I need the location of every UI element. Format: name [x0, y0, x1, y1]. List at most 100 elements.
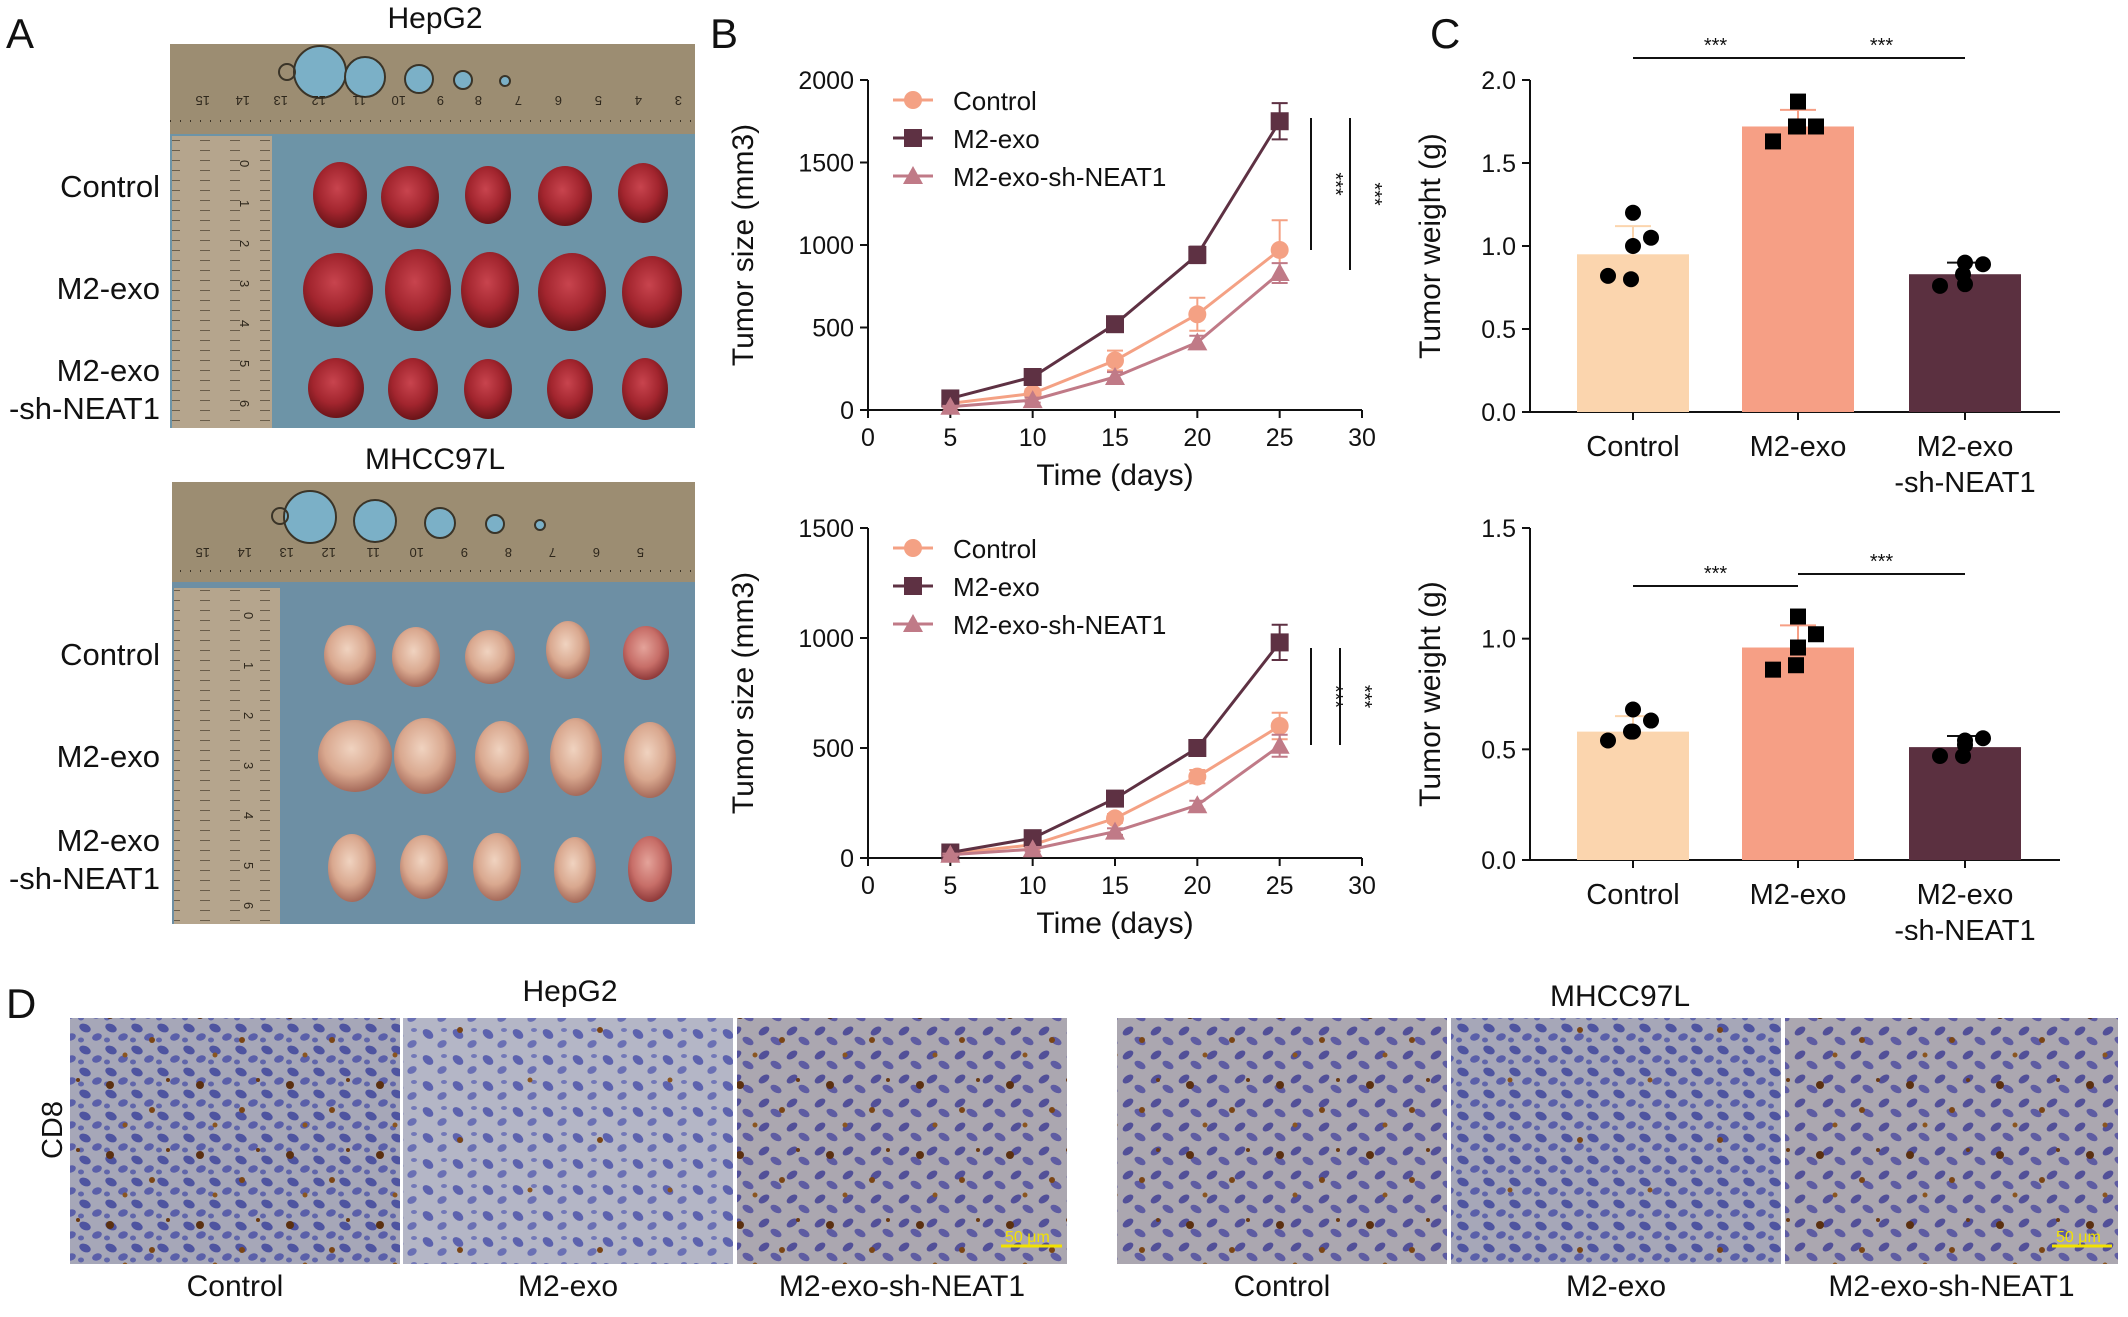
ruler-side-num: 4 [237, 320, 252, 327]
ruler-num: 7 [515, 93, 522, 108]
data-point [1106, 789, 1124, 808]
y-tick-label: 0.5 [1481, 736, 1516, 764]
bar [1909, 747, 2021, 860]
x-axis-label: Time (days) [1036, 459, 1193, 492]
y-tick-label: 1500 [798, 150, 854, 178]
data-point [1270, 112, 1289, 131]
bar [1742, 126, 1854, 412]
x-tick-label: M2-exo [1750, 431, 1847, 463]
ihc-caption: M2-exo-sh-NEAT1 [778, 1270, 1026, 1303]
ruler-num: 6 [555, 93, 562, 108]
y-tick-label: 500 [812, 735, 854, 763]
data-point [1270, 717, 1289, 735]
ruler-num: 8 [505, 545, 512, 560]
ruler-side-num: 3 [237, 280, 252, 287]
y-tick-label: 0 [840, 397, 854, 425]
y-tick-label: 2.0 [1481, 67, 1516, 95]
x-tick-label: 5 [943, 872, 957, 900]
ruler-num: 6 [593, 545, 600, 560]
ihc-images: 50 μm 50 μm [70, 1018, 2118, 1264]
data-point [1625, 701, 1641, 718]
data-point [1790, 93, 1806, 110]
ruler-num: 5 [595, 93, 602, 108]
significance-label: *** [1870, 35, 1894, 57]
data-point [1269, 263, 1290, 282]
data-point [1187, 795, 1208, 814]
y-tick-label: 1000 [798, 625, 854, 653]
x-tick-label: Control [1586, 431, 1680, 463]
data-point [1808, 626, 1824, 643]
ihc-image-hepg2-sh: 50 μm [737, 1018, 1067, 1264]
ihc-image-mhcc-m2exo [1451, 1018, 1781, 1264]
x-tick-label: M2-exo [1917, 431, 2014, 463]
ihc-caption: M2-exo [517, 1270, 619, 1303]
bar [1577, 731, 1689, 860]
data-point [1023, 829, 1042, 848]
legend-label: M2-exo-sh-NEAT1 [953, 162, 1166, 192]
ruler-side-num: 2 [241, 712, 256, 719]
legend-label: M2-exo [953, 124, 1040, 154]
panel-letter-a: A [6, 10, 35, 57]
data-point [1765, 133, 1781, 150]
ruler-num: 8 [475, 93, 482, 108]
y-tick-label: 0.0 [1481, 399, 1516, 427]
data-point [1765, 661, 1781, 678]
legend-label: Control [953, 86, 1037, 116]
x-tick-label: -sh-NEAT1 [1894, 467, 2035, 499]
ruler-side-num: 6 [237, 400, 252, 407]
ruler-side-num: 0 [237, 160, 252, 167]
ihc-caption: Control [186, 1270, 284, 1303]
data-point [1023, 368, 1042, 386]
ruler-num: 13 [274, 93, 288, 108]
panel-letter-c: C [1430, 10, 1461, 57]
x-tick-label: 5 [943, 424, 957, 452]
significance-label: *** [1353, 685, 1375, 709]
ihc-image-hepg2-m2exo [403, 1018, 733, 1264]
x-tick-label: 10 [1019, 424, 1047, 452]
y-tick-label: 1000 [798, 232, 854, 260]
ihc-caption: Control [1233, 1270, 1331, 1303]
row-label-m2exo-top: M2-exo [56, 271, 160, 306]
y-tick-label: 2000 [798, 67, 854, 95]
ruler-num: 3 [675, 93, 682, 108]
ihc-title-mhcc97l: MHCC97L [1549, 980, 1691, 1013]
significance-label: *** [1363, 182, 1385, 206]
photo-title-hepg2: HepG2 [387, 2, 483, 35]
ruler-side-num: 1 [241, 662, 256, 669]
row-label-control-top: Control [60, 169, 160, 204]
ruler-num: 10 [392, 93, 406, 108]
data-point [1643, 229, 1659, 246]
ihc-image-mhcc-control [1117, 1018, 1447, 1264]
legend-marker [903, 614, 923, 632]
data-point [1270, 633, 1289, 652]
ruler-num: 12 [312, 93, 326, 108]
y-axis-label: Tumor weight (g) [1414, 133, 1447, 359]
x-tick-label: 20 [1183, 424, 1211, 452]
data-point [1106, 351, 1124, 370]
significance-label: *** [1324, 685, 1346, 709]
scale-bar-label: 50 μm [2056, 1229, 2101, 1246]
y-tick-label: 0.5 [1481, 316, 1516, 344]
ruler-num: 5 [637, 545, 644, 560]
data-point [1643, 712, 1659, 729]
ruler-num: 7 [549, 545, 556, 560]
x-tick-label: 30 [1348, 424, 1376, 452]
data-point [1270, 240, 1289, 259]
ruler-num: 11 [367, 545, 381, 560]
x-tick-label: -sh-NEAT1 [1894, 915, 2035, 940]
x-tick-label: 15 [1101, 872, 1129, 900]
data-point [1600, 732, 1616, 749]
ruler-num: 10 [410, 545, 424, 560]
row-label-m2exo-bottom: M2-exo [56, 739, 160, 774]
bar [1742, 647, 1854, 860]
ruler-side-num: 4 [241, 812, 256, 819]
data-point [1188, 739, 1207, 757]
x-tick-label: M2-exo [1917, 879, 2014, 911]
y-tick-label: 0 [840, 845, 854, 873]
photo-mhcc97l: 15 14 13 12 11 10 9 8 7 6 5 0 1 2 3 4 5 … [172, 482, 695, 924]
data-point [1187, 332, 1208, 351]
legend-marker [904, 91, 922, 109]
y-tick-label: 1.5 [1481, 515, 1516, 543]
ruler-num: 9 [461, 545, 468, 560]
legend-marker [904, 577, 922, 595]
